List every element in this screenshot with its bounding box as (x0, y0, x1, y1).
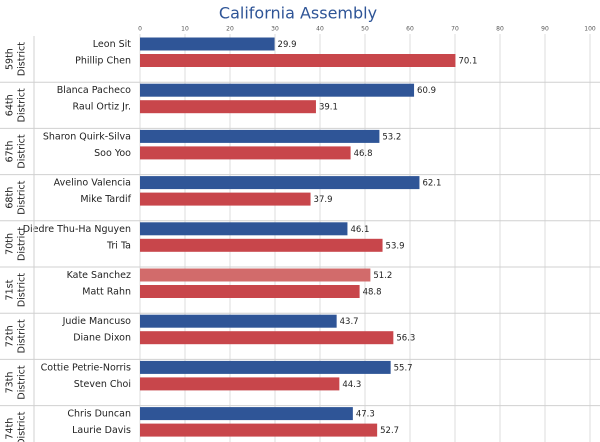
value-label: 53.2 (382, 132, 401, 142)
bar (140, 331, 394, 345)
district-label: District (17, 273, 28, 307)
candidate-label: Avelino Valencia (54, 178, 131, 189)
value-label: 39.1 (319, 103, 338, 113)
bar (140, 54, 456, 67)
candidate-label: Phillip Chen (75, 56, 131, 67)
district-label: District (17, 42, 28, 76)
value-label: 46.8 (354, 149, 373, 159)
value-label: 53.9 (386, 241, 405, 251)
x-tick-label: 20 (226, 26, 234, 33)
bar (140, 222, 348, 236)
district-label: District (17, 227, 28, 261)
bar (140, 100, 316, 114)
bar (140, 360, 391, 374)
district-label: 67th (5, 141, 16, 163)
candidate-label: Raul Ortiz Jr. (72, 102, 131, 113)
candidate-label: Sharon Quirk-Silva (43, 131, 131, 142)
candidate-label: Diedre Thu-Ha Nguyen (23, 224, 131, 235)
bar (140, 176, 420, 190)
value-label: 37.9 (314, 195, 333, 205)
bar (140, 129, 380, 143)
bar (140, 423, 378, 437)
value-label: 48.8 (363, 288, 382, 298)
candidate-label: Cottie Petrie-Norris (41, 362, 131, 373)
candidate-label: Judie Mancuso (62, 316, 132, 327)
candidate-label: Kate Sanchez (67, 270, 131, 281)
candidate-label: Matt Rahn (82, 287, 131, 298)
x-tick-label: 100 (584, 26, 596, 33)
x-tick-label: 70 (451, 26, 459, 33)
district-label: District (17, 180, 28, 214)
value-label: 51.2 (373, 271, 392, 281)
candidate-label: Steven Choi (74, 379, 131, 390)
candidate-label: Mike Tardif (80, 194, 131, 205)
x-tick-label: 60 (406, 26, 414, 33)
x-tick-label: 90 (541, 26, 549, 33)
value-label: 56.3 (396, 334, 415, 344)
bar (140, 407, 353, 421)
x-tick-label: 50 (361, 26, 369, 33)
value-label: 46.1 (350, 225, 369, 235)
district-label: 74th (5, 418, 16, 440)
district-label: District (17, 134, 28, 168)
district-label: 68th (5, 187, 16, 209)
chart-title: California Assembly (219, 4, 377, 23)
x-tick-label: 0 (138, 26, 142, 33)
x-tick-label: 80 (496, 26, 504, 33)
candidate-label: Soo Yoo (94, 148, 131, 159)
value-label: 55.7 (394, 363, 413, 373)
bar (140, 268, 371, 282)
candidate-label: Blanca Pacheco (57, 85, 131, 96)
candidate-label: Leon Sit (93, 39, 131, 50)
x-tick-label: 10 (181, 26, 189, 33)
district-label: District (17, 319, 28, 353)
value-label: 52.7 (380, 426, 399, 436)
value-label: 47.3 (356, 410, 375, 420)
district-label: District (17, 411, 28, 442)
bar (140, 37, 275, 51)
district-label: 70th (5, 233, 16, 255)
district-label: 73th (5, 372, 16, 394)
value-label: 60.9 (417, 86, 436, 96)
district-label: District (17, 365, 28, 399)
candidate-label: Diane Dixon (73, 333, 131, 344)
district-label: District (17, 88, 28, 122)
value-label: 44.3 (342, 380, 361, 390)
x-tick-label: 40 (316, 26, 324, 33)
bar (140, 83, 415, 97)
district-label: 71st (5, 279, 16, 300)
value-label: 43.7 (340, 317, 359, 327)
district-label: 72th (5, 325, 16, 347)
bar (140, 192, 311, 206)
bar (140, 238, 383, 252)
value-label: 62.1 (422, 179, 441, 189)
candidate-label: Laurie Davis (72, 425, 131, 436)
x-tick-label: 30 (271, 26, 279, 33)
value-label: 29.9 (278, 40, 297, 50)
candidate-label: Tri Ta (106, 240, 131, 251)
candidate-label: Chris Duncan (67, 409, 131, 420)
bar (140, 377, 340, 391)
bar (140, 285, 360, 298)
bar (140, 314, 337, 328)
value-label: 70.1 (458, 57, 477, 67)
district-label: 59th (5, 48, 16, 70)
district-label: 64th (5, 94, 16, 116)
bar (140, 146, 351, 160)
